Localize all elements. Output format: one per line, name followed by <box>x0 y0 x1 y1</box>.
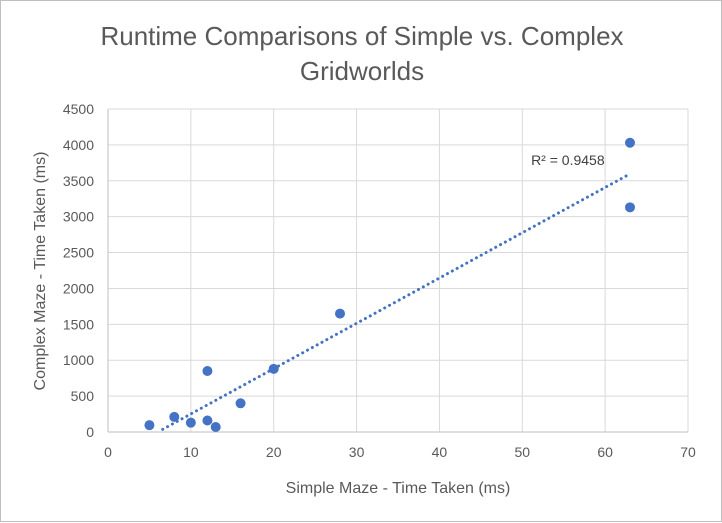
y-axis-label: Complex Maze - Time Taken (ms) <box>32 152 49 391</box>
y-tick-label: 0 <box>86 424 94 440</box>
y-tick-label: 3500 <box>63 173 94 189</box>
data-point <box>185 417 196 428</box>
x-tick-label: 60 <box>597 444 613 460</box>
x-tick-label: 0 <box>104 444 112 460</box>
y-tick-label: 4500 <box>63 101 94 117</box>
data-point <box>625 202 635 213</box>
y-tick-label: 3000 <box>63 209 94 225</box>
x-tick-label: 30 <box>349 444 365 460</box>
tick-labels: 0 500 1000 1500 2000 2500 3000 3500 4000 4500 0 10 2… <box>63 101 696 460</box>
data-point <box>202 415 213 426</box>
x-tick-label: 40 <box>432 444 448 460</box>
data-point <box>169 411 180 422</box>
trendline-group <box>161 172 632 431</box>
x-tick-label: 10 <box>183 444 199 460</box>
r-squared-label: R² = 0.9458 <box>531 152 605 168</box>
x-axis-label: Simple Maze - Time Taken (ms) <box>286 480 511 497</box>
y-tick-label: 4000 <box>63 137 94 153</box>
chart-title-line-2: Gridworlds <box>300 56 424 86</box>
axes <box>107 109 688 433</box>
data-point <box>335 308 345 319</box>
x-tick-label: 70 <box>680 444 696 460</box>
x-tick-label: 50 <box>514 444 530 460</box>
data-point <box>144 420 155 431</box>
gridlines <box>108 108 689 432</box>
data-points <box>144 137 635 432</box>
trendline <box>161 172 632 431</box>
data-point <box>210 421 221 432</box>
chart-title-line-1: Runtime Comparisons of Simple vs. Comple… <box>100 21 623 51</box>
y-tick-label: 1000 <box>63 352 94 368</box>
data-point <box>625 137 635 148</box>
x-tick-label: 20 <box>266 444 282 460</box>
y-tick-label: 2000 <box>63 280 94 296</box>
data-point <box>235 398 246 409</box>
y-tick-label: 2500 <box>63 245 94 261</box>
data-point <box>202 365 213 376</box>
y-tick-label: 500 <box>71 388 95 404</box>
y-tick-label: 1500 <box>63 316 94 332</box>
data-point <box>268 363 279 374</box>
